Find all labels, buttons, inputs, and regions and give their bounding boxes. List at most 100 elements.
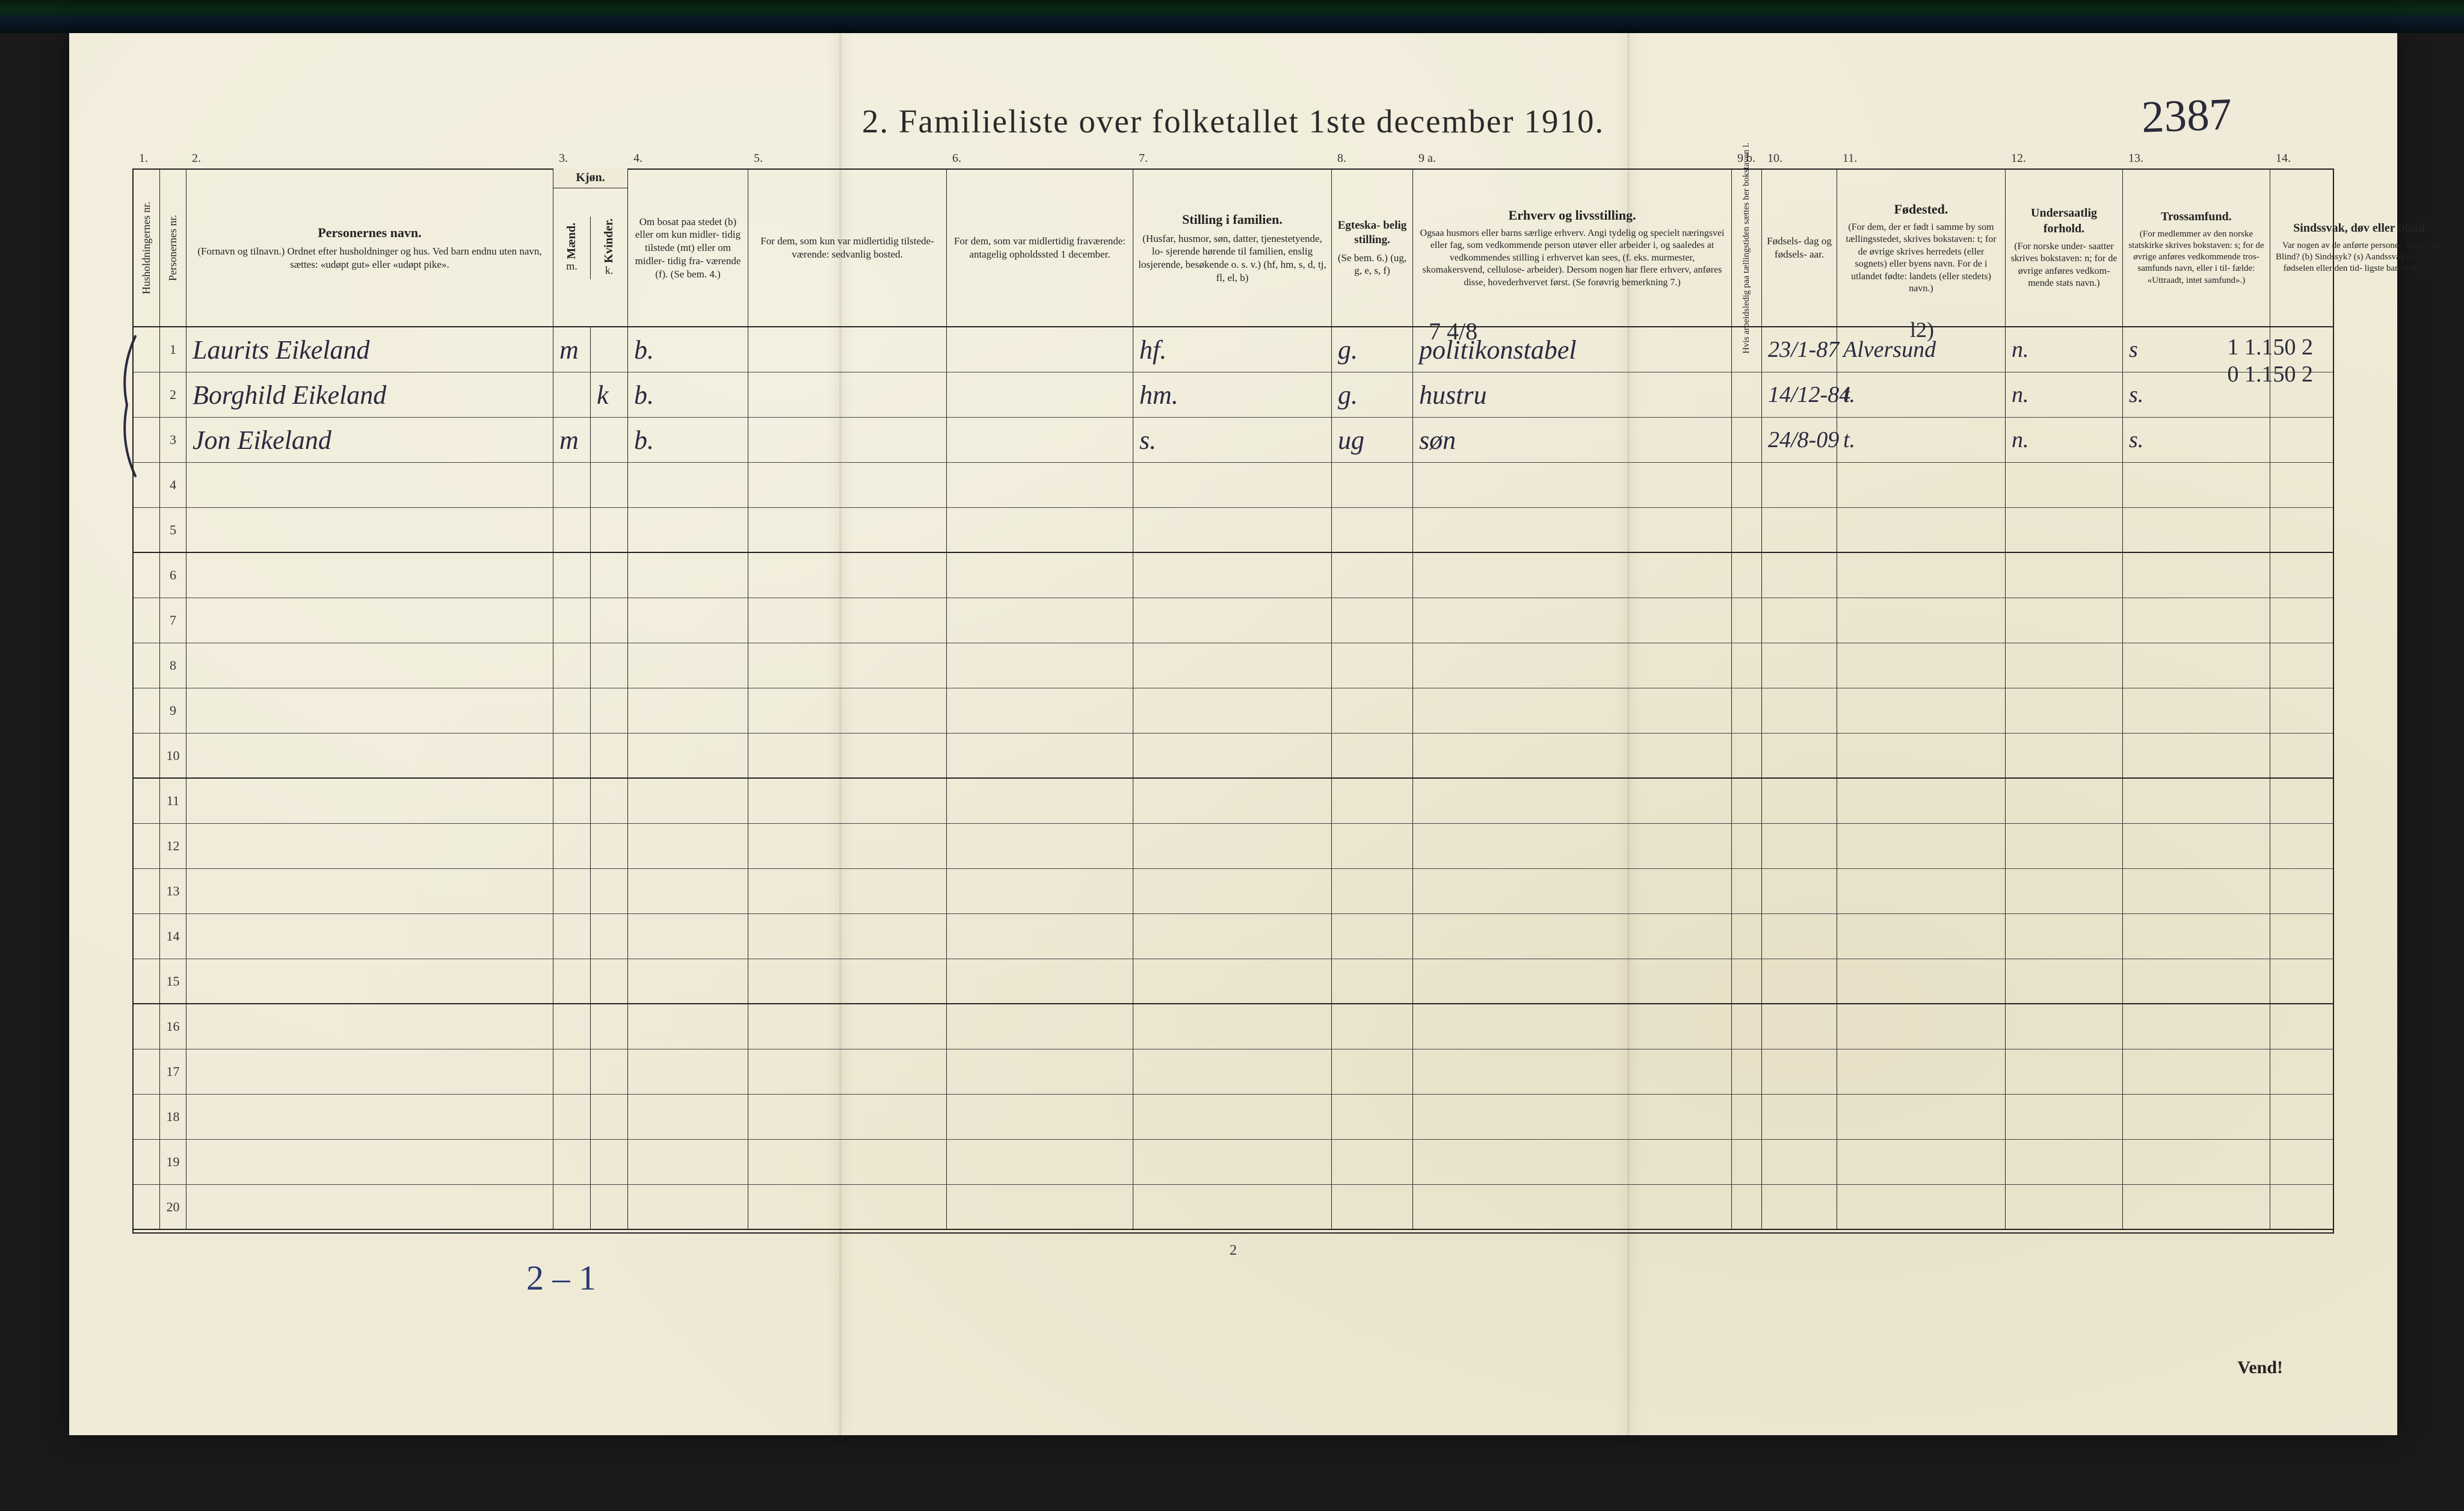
table-cell	[628, 1095, 748, 1139]
table-cell	[1732, 553, 1762, 598]
table-cell	[186, 914, 553, 959]
header-marital: Egteska- belig stilling.	[1337, 218, 1408, 248]
table-cell	[1133, 1049, 1332, 1094]
table-cell	[134, 418, 160, 462]
table-cell	[628, 959, 748, 1003]
table-cell	[1837, 959, 2006, 1003]
table-cell: 12	[160, 824, 186, 868]
table-cell	[2123, 1140, 2270, 1184]
header-name-sub: (Fornavn og tilnavn.) Ordnet efter husho…	[191, 245, 548, 271]
table-cell	[748, 327, 947, 372]
table-cell	[1762, 869, 1837, 913]
table-cell	[591, 1049, 628, 1094]
table-cell	[553, 508, 591, 552]
table-cell	[1133, 598, 1332, 643]
header-sex-k: Kvinder.	[602, 218, 617, 263]
table-row: 20	[134, 1185, 2333, 1230]
table-cell: hustru	[1413, 372, 1732, 417]
table-cell	[1413, 914, 1732, 959]
table-cell: 5	[160, 508, 186, 552]
table-cell	[1837, 553, 2006, 598]
table-cell	[186, 463, 553, 507]
table-cell: 24/8-09	[1762, 418, 1837, 462]
table-cell	[2123, 553, 2270, 598]
table-cell	[553, 553, 591, 598]
table-cell: søn	[1413, 418, 1732, 462]
table-cell	[1837, 1140, 2006, 1184]
table-cell	[1732, 914, 1762, 959]
table-cell	[628, 463, 748, 507]
table-cell	[1133, 779, 1332, 823]
table-cell	[591, 869, 628, 913]
table-cell	[1837, 598, 2006, 643]
table-row: 5	[134, 508, 2333, 553]
colnum: 4.	[628, 152, 748, 170]
table-cell	[2123, 869, 2270, 913]
table-cell: 7	[160, 598, 186, 643]
table-cell	[1413, 463, 1732, 507]
colnum: 9 a.	[1413, 152, 1732, 170]
table-cell	[2270, 959, 2451, 1003]
table-cell	[2270, 372, 2451, 417]
table-cell	[1413, 598, 1732, 643]
table-cell: s.	[2123, 418, 2270, 462]
header-residence: Om bosat paa stedet (b) eller om kun mid…	[633, 215, 743, 281]
table-cell: 15	[160, 959, 186, 1003]
table-cell	[1732, 1140, 1762, 1184]
table-cell	[1837, 869, 2006, 913]
header-birthdate: Fødsels- dag og fødsels- aar.	[1767, 235, 1832, 261]
table-cell	[591, 1185, 628, 1229]
table-cell	[553, 824, 591, 868]
table-cell	[186, 734, 553, 777]
colnum: 12.	[2006, 152, 2123, 170]
table-cell	[748, 869, 947, 913]
table-cell	[1332, 1185, 1413, 1229]
table-cell: b.	[628, 418, 748, 462]
table-cell	[2123, 779, 2270, 823]
table-cell	[1762, 553, 1837, 598]
colnum: 10.	[1762, 152, 1837, 170]
table-cell: 14	[160, 914, 186, 959]
table-cell	[2006, 688, 2123, 733]
table-cell	[2123, 734, 2270, 777]
table-cell	[1133, 463, 1332, 507]
table-cell	[134, 643, 160, 688]
table-cell	[134, 869, 160, 913]
table-cell	[2006, 959, 2123, 1003]
table-cell	[1413, 508, 1732, 552]
table-cell	[2270, 734, 2451, 777]
table-cell	[134, 734, 160, 777]
table-cell	[1762, 1049, 1837, 1094]
table-cell	[1133, 734, 1332, 777]
table-cell	[1837, 643, 2006, 688]
table-cell	[1837, 1185, 2006, 1229]
table-frame: 1. 2. 3. 4. 5. 6. 7. 8. 9 a. 9 b. 10. 11…	[132, 168, 2334, 1234]
table-cell	[1762, 1185, 1837, 1229]
table-cell	[134, 508, 160, 552]
table-cell	[134, 779, 160, 823]
table-cell	[947, 1004, 1133, 1049]
table-cell	[1732, 1049, 1762, 1094]
table-cell: m	[553, 327, 591, 372]
table-cell	[628, 1140, 748, 1184]
table-cell	[2006, 1185, 2123, 1229]
table-cell	[2123, 914, 2270, 959]
table-cell	[628, 914, 748, 959]
table-cell	[2123, 959, 2270, 1003]
table-cell	[2270, 688, 2451, 733]
table-row: 9	[134, 688, 2333, 734]
table-cell: 6	[160, 553, 186, 598]
table-cell	[134, 463, 160, 507]
header-temp-absent: For dem, som var midlertidig fraværende:…	[952, 235, 1128, 261]
table-cell: 1	[160, 327, 186, 372]
table-cell	[1732, 372, 1762, 417]
table-cell: g.	[1332, 372, 1413, 417]
table-cell	[186, 598, 553, 643]
table-cell	[553, 1004, 591, 1049]
table-cell	[748, 1140, 947, 1184]
table-cell	[553, 372, 591, 417]
table-cell	[2270, 508, 2451, 552]
colnum: 13.	[2123, 152, 2270, 170]
table-cell	[186, 1004, 553, 1049]
table-cell	[134, 824, 160, 868]
